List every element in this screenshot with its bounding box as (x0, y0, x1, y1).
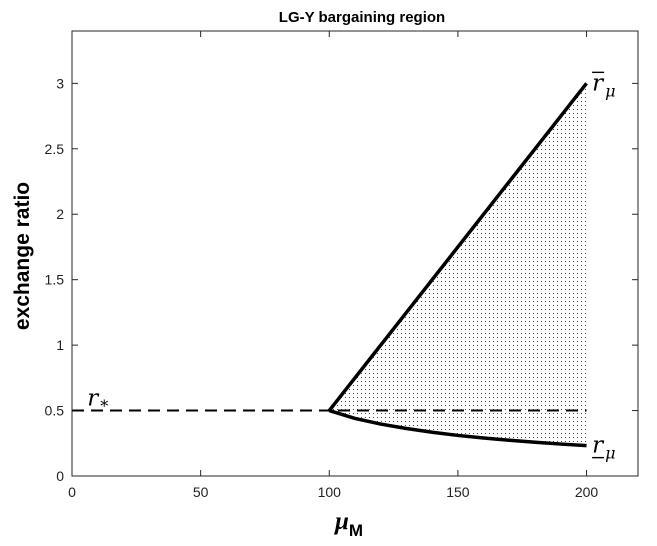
annotation-base: r (87, 386, 100, 412)
annotation-base: r (592, 70, 605, 96)
chart-title: LG-Y bargaining region (279, 9, 445, 26)
series-line-lower (328, 408, 587, 448)
y-tick-label: 0 (56, 468, 64, 484)
annotation-subscript: μ (605, 81, 615, 100)
y-tick-label: 2 (56, 206, 64, 222)
annotation-base: r (592, 433, 605, 459)
y-axis-label: exchange ratio (11, 182, 34, 330)
shaded-region (329, 83, 587, 446)
y-tick-label: 3 (56, 75, 64, 91)
annotation-subscript: * (100, 397, 108, 416)
x-axis-label: μM (333, 508, 363, 540)
x-tick-label: 50 (193, 484, 209, 500)
y-tick-label: 0.5 (45, 403, 65, 419)
y-tick-label: 1 (56, 337, 64, 353)
y-tick-label: 1.5 (45, 272, 65, 288)
x-tick-label: 0 (68, 484, 76, 500)
annotation-subscript: μ (605, 444, 615, 463)
x-tick-label: 150 (446, 484, 470, 500)
x-axis-label-symbol: μ (333, 508, 349, 535)
x-tick-label: 100 (318, 484, 342, 500)
annotation-r_star: r * (87, 386, 108, 416)
y-tick-label: 2.5 (45, 141, 65, 157)
x-tick-label: 200 (575, 484, 599, 500)
axes-box (71, 30, 639, 477)
x-axis-label-subscript: M (349, 521, 363, 540)
series-line-upper (327, 82, 588, 412)
annotation-text: r * (87, 386, 108, 416)
